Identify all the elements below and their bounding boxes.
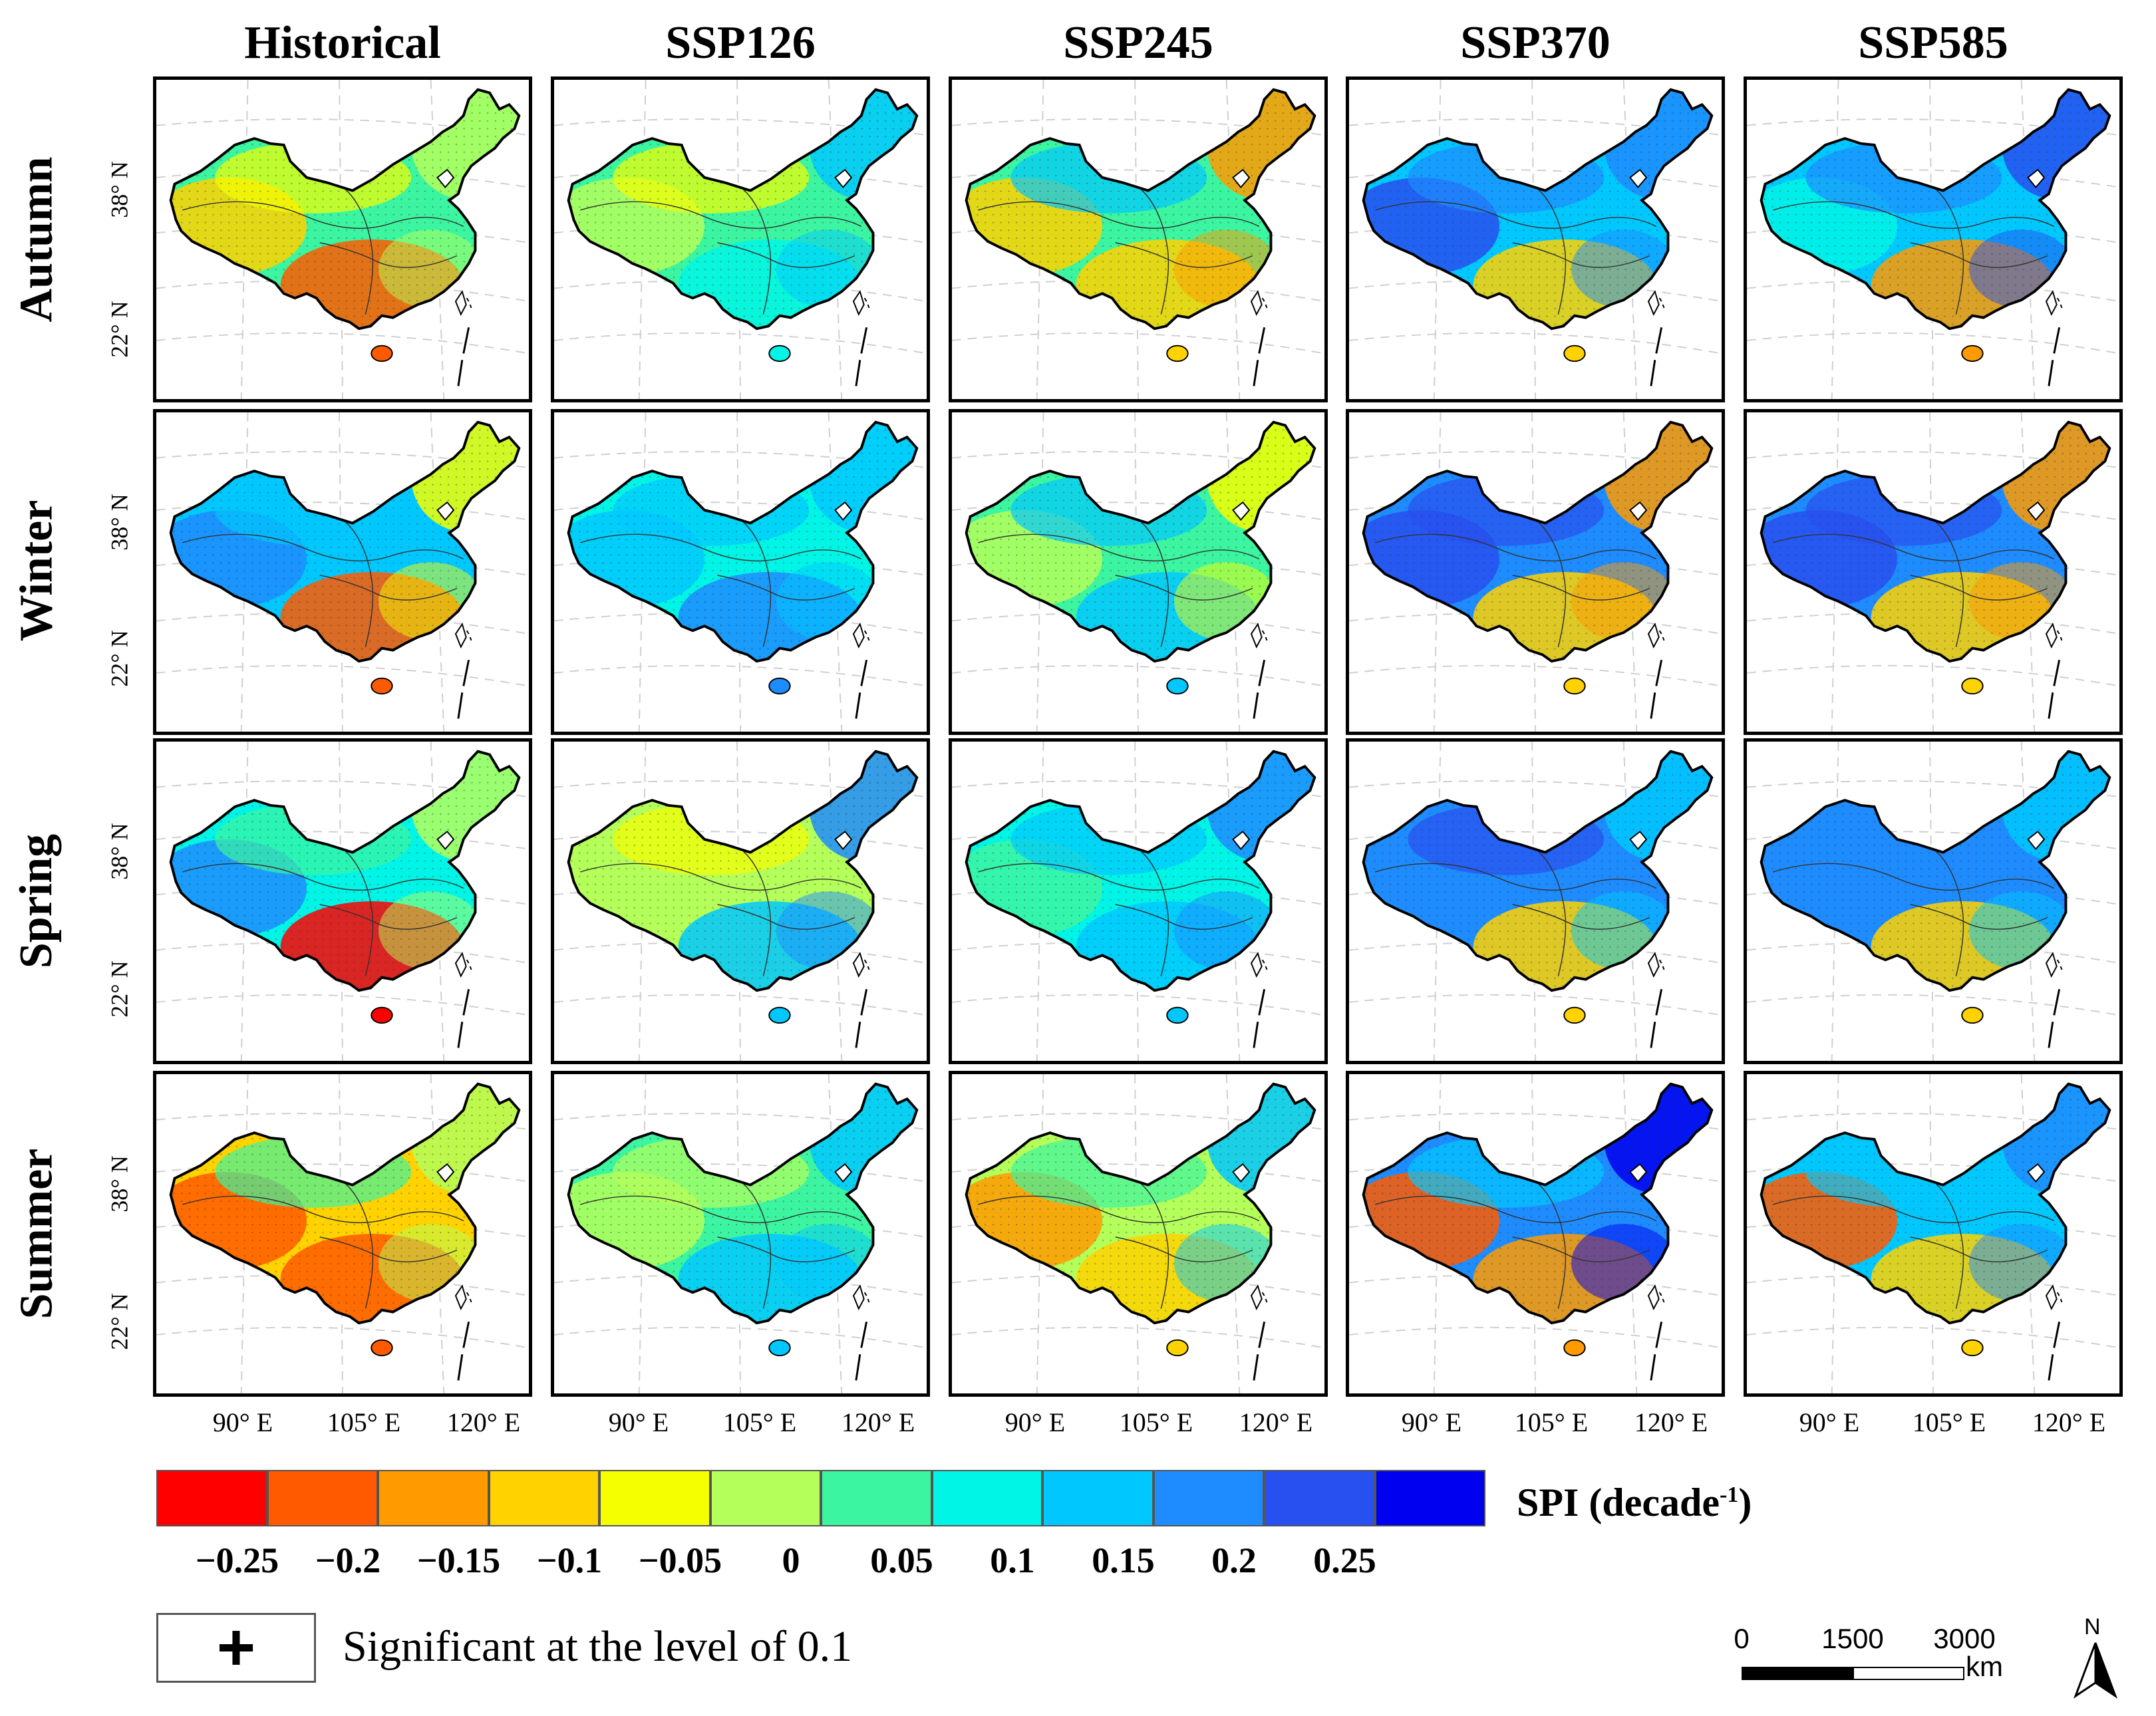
lat-label-22n: 22° N bbox=[106, 960, 133, 1018]
map-panel-ssp126-spring bbox=[551, 738, 930, 1064]
map-panel-ssp245-summer bbox=[949, 1071, 1328, 1397]
lon-label-90e: 90° E bbox=[1401, 1407, 1462, 1437]
column-header-ssp245: SSP245 bbox=[1063, 17, 1213, 69]
significance-legend-text: Significant at the level of 0.1 bbox=[343, 1622, 853, 1671]
map-panel-ssp245-winter bbox=[949, 409, 1328, 735]
scale-unit: km bbox=[1966, 1651, 2003, 1682]
lon-label-105e: 105° E bbox=[1912, 1407, 1986, 1437]
lon-label-90e: 90° E bbox=[1799, 1407, 1860, 1437]
column-header-ssp126: SSP126 bbox=[665, 17, 816, 69]
colorbar-tick-label: 0.15 bbox=[1092, 1540, 1155, 1580]
map-panel-historical-summer bbox=[153, 1071, 532, 1397]
column-header-ssp585: SSP585 bbox=[1858, 17, 2008, 69]
map-panel-historical-winter bbox=[153, 409, 532, 735]
row-header-autumn: Autumn bbox=[11, 156, 62, 323]
colorbar-swatch bbox=[267, 1470, 378, 1526]
scale-label-1500: 1500 bbox=[1821, 1623, 1884, 1654]
column-header-historical: Historical bbox=[244, 17, 441, 69]
colorbar-swatch bbox=[710, 1470, 821, 1526]
lon-label-90e: 90° E bbox=[1004, 1407, 1066, 1437]
colorbar-swatch bbox=[1374, 1470, 1485, 1526]
map-panel-historical-autumn bbox=[153, 76, 532, 402]
colorbar-swatch bbox=[378, 1470, 489, 1526]
lat-label-38n: 38° N bbox=[106, 161, 133, 218]
row-header-summer: Summer bbox=[11, 1148, 62, 1320]
north-arrow-label: N bbox=[2084, 1614, 2101, 1640]
colorbar-swatch bbox=[599, 1470, 710, 1526]
colorbar-swatch bbox=[1042, 1470, 1154, 1526]
map-panel-ssp585-winter bbox=[1744, 409, 2123, 735]
colorbar-tick-label: −0.05 bbox=[638, 1540, 722, 1580]
lat-label-22n: 22° N bbox=[106, 1293, 133, 1350]
row-header-winter: Winter bbox=[11, 500, 63, 641]
colorbar-swatch bbox=[156, 1470, 267, 1526]
lat-label-38n: 38° N bbox=[106, 494, 133, 551]
lon-label-105e: 105° E bbox=[1514, 1407, 1589, 1437]
colorbar-tick-label: 0.2 bbox=[1211, 1540, 1257, 1580]
lon-label-105e: 105° E bbox=[327, 1407, 401, 1437]
lat-label-22n: 22° N bbox=[106, 301, 133, 358]
column-header-ssp370: SSP370 bbox=[1460, 17, 1611, 69]
map-panel-ssp585-spring bbox=[1744, 738, 2123, 1064]
colorbar-swatch bbox=[488, 1470, 599, 1526]
scale-label-0: 0 bbox=[1734, 1623, 1750, 1654]
lon-label-90e: 90° E bbox=[608, 1407, 669, 1437]
map-panel-ssp126-summer bbox=[551, 1071, 930, 1397]
map-panel-ssp245-spring bbox=[949, 738, 1328, 1064]
lat-label-38n: 38° N bbox=[106, 823, 133, 880]
colorbar-tick-label: −0.1 bbox=[536, 1540, 603, 1580]
map-panel-historical-spring bbox=[153, 738, 532, 1064]
map-panel-ssp126-autumn bbox=[551, 76, 930, 402]
map-panel-ssp126-winter bbox=[551, 409, 930, 735]
scale-label-3000: 3000 bbox=[1933, 1623, 1996, 1654]
scale-bar-white bbox=[1853, 1667, 1964, 1680]
significance-legend-symbol: + bbox=[156, 1610, 316, 1685]
lon-label-120e: 120° E bbox=[1634, 1407, 1708, 1437]
colorbar-tick-label: −0.15 bbox=[416, 1540, 501, 1580]
lon-label-105e: 105° E bbox=[722, 1407, 797, 1437]
colorbar-swatch bbox=[821, 1470, 932, 1526]
colorbar-title: SPI (decade-1) bbox=[1517, 1481, 1752, 1524]
colorbar-swatch bbox=[1264, 1470, 1375, 1526]
colorbar-tick-label: 0.25 bbox=[1313, 1540, 1376, 1580]
colorbar-swatch bbox=[931, 1470, 1042, 1526]
colorbar-tick-label: 0.05 bbox=[870, 1540, 933, 1580]
map-panel-ssp370-winter bbox=[1346, 409, 1725, 735]
map-panel-ssp585-autumn bbox=[1744, 76, 2123, 402]
row-header-spring: Spring bbox=[11, 833, 62, 969]
lon-label-120e: 120° E bbox=[841, 1407, 915, 1437]
map-panel-ssp370-spring bbox=[1346, 738, 1725, 1064]
lon-label-105e: 105° E bbox=[1119, 1407, 1193, 1437]
scale-bar-black bbox=[1742, 1667, 1853, 1680]
map-panel-ssp245-autumn bbox=[949, 76, 1328, 402]
map-panel-ssp370-autumn bbox=[1346, 76, 1725, 402]
lon-label-120e: 120° E bbox=[1239, 1407, 1313, 1437]
colorbar-tick-label: 0.1 bbox=[990, 1540, 1035, 1580]
lat-label-38n: 38° N bbox=[106, 1155, 133, 1213]
colorbar-tick-label: −0.25 bbox=[195, 1540, 279, 1580]
lon-label-120e: 120° E bbox=[2032, 1407, 2106, 1437]
colorbar-swatch bbox=[1153, 1470, 1264, 1526]
colorbar-tick-label: 0 bbox=[782, 1540, 800, 1580]
lon-label-120e: 120° E bbox=[446, 1407, 521, 1437]
north-arrow-icon bbox=[2073, 1642, 2118, 1699]
colorbar-tick-label: −0.2 bbox=[315, 1540, 381, 1580]
map-panel-ssp585-summer bbox=[1744, 1071, 2123, 1397]
lon-label-90e: 90° E bbox=[212, 1407, 273, 1437]
map-panel-ssp370-summer bbox=[1346, 1071, 1725, 1397]
lat-label-22n: 22° N bbox=[106, 630, 133, 687]
